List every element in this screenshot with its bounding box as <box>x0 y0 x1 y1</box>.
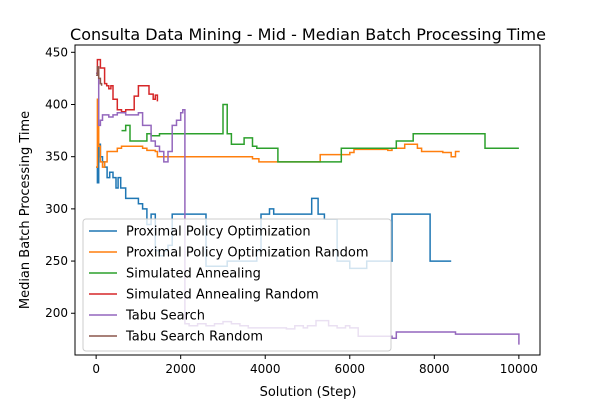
x-tick-label: 2000 <box>165 362 196 376</box>
x-axis-label: Solution (Step) <box>260 385 357 400</box>
series-line-2 <box>96 98 460 168</box>
y-tick-label: 450 <box>45 45 68 59</box>
legend-entry-1: Proximal Policy Optimization <box>126 225 311 240</box>
legend-entry-6: Tabu Search Random <box>125 330 263 345</box>
axes-frame <box>74 44 541 356</box>
legend: Proximal Policy Optimization Proximal Pol… <box>82 218 392 352</box>
y-tick-label: 350 <box>45 150 68 164</box>
chart-title: Consulta Data Mining - Mid - Median Batc… <box>70 25 546 44</box>
x-tick-label: 8000 <box>419 362 450 376</box>
y-axis-label: Median Batch Processing Time <box>18 111 33 309</box>
x-tick-label: 10000 <box>500 362 538 376</box>
series-line-4 <box>96 58 159 113</box>
series-line-6 <box>96 66 103 86</box>
x-tick-label: 0 <box>92 362 100 376</box>
legend-entry-5: Tabu Search <box>125 309 205 324</box>
y-tick-label: 300 <box>45 202 68 216</box>
legend-entry-3: Simulated Annealing <box>126 267 261 282</box>
y-tick-label: 400 <box>45 97 68 111</box>
x-tick-label: 4000 <box>250 362 281 376</box>
legend-entry-2: Proximal Policy Optimization Random <box>126 246 369 261</box>
x-tick-label: 6000 <box>334 362 365 376</box>
legend-box <box>82 218 392 352</box>
series-line-3 <box>121 103 519 163</box>
legend-entry-4: Simulated Annealing Random <box>126 288 319 303</box>
y-tick-label: 200 <box>45 306 68 320</box>
axes <box>74 44 541 356</box>
ticks: 0 2000 4000 6000 8000 10000 200 250 300 350 400 450 <box>45 45 538 376</box>
y-tick-label: 250 <box>45 254 68 268</box>
